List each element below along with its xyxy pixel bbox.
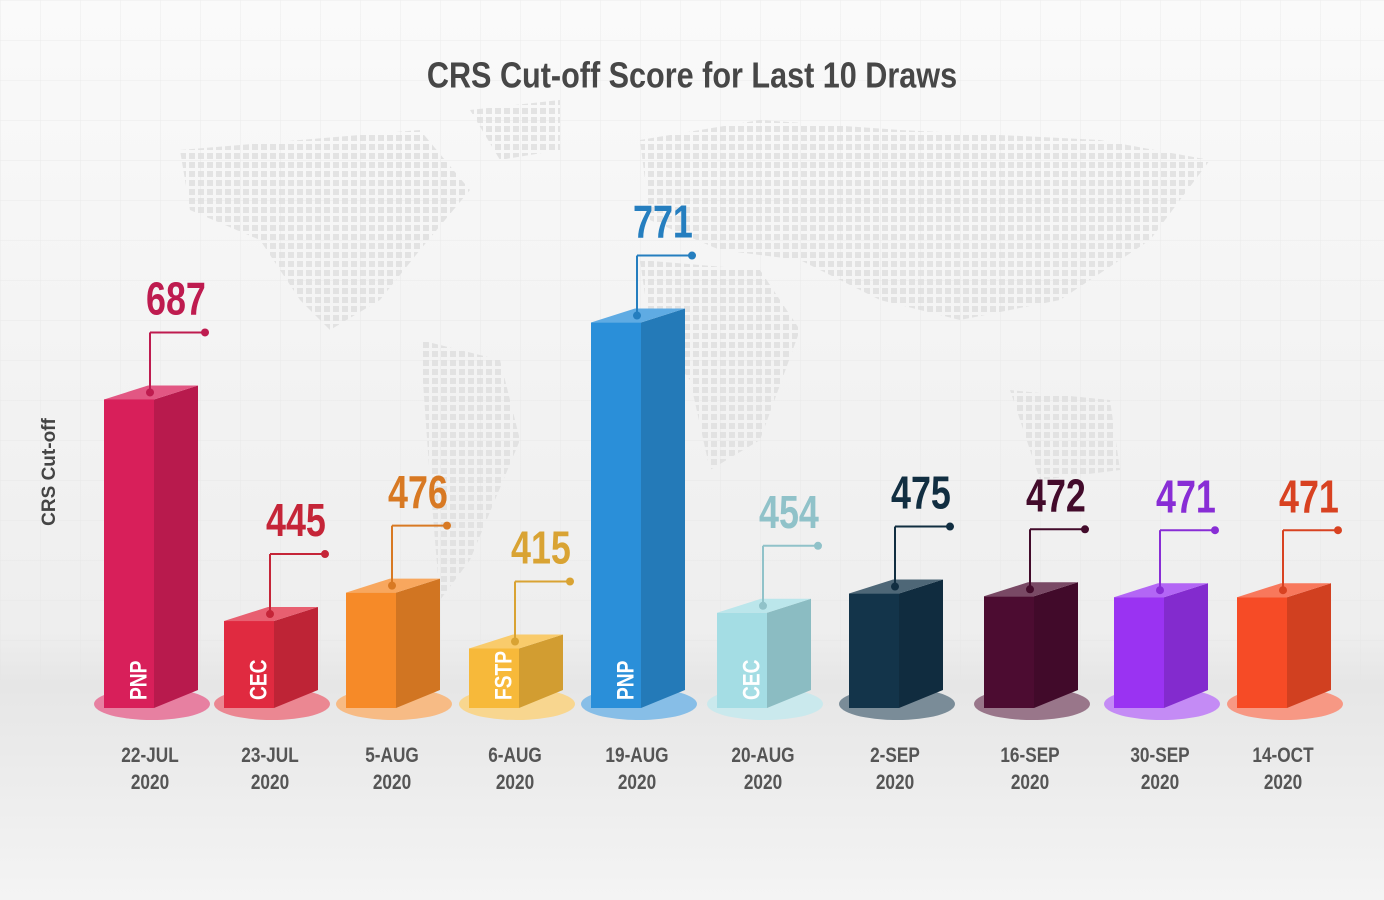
bar-side xyxy=(1164,583,1208,708)
value-label: 454 xyxy=(759,487,819,538)
connector-dot xyxy=(1156,586,1164,595)
bar xyxy=(104,399,154,708)
bar xyxy=(849,593,899,708)
x-tick-label: 14-OCT 2020 xyxy=(1252,744,1314,794)
chart-title: CRS Cut-off Score for Last 10 Draws xyxy=(427,56,957,96)
bar xyxy=(591,322,641,708)
connector-dot xyxy=(321,550,329,559)
connector-dot xyxy=(511,637,519,646)
connector-dot xyxy=(688,251,696,260)
value-label: 472 xyxy=(1026,470,1086,521)
bar xyxy=(346,592,396,708)
bar-side xyxy=(396,578,440,708)
bar xyxy=(984,596,1034,708)
connector-dot xyxy=(201,328,209,337)
bar-side xyxy=(767,598,811,708)
x-tick-label: 2-SEP 2020 xyxy=(870,744,920,794)
connector-dot xyxy=(946,522,954,531)
connector-dot xyxy=(759,601,767,610)
bar-side xyxy=(1287,583,1331,708)
bar-side xyxy=(1034,582,1078,708)
x-tick-label: 19-AUG 2020 xyxy=(605,744,669,794)
program-label: CEC xyxy=(244,659,272,700)
program-label: PNP xyxy=(611,661,639,700)
value-label: 445 xyxy=(266,495,326,546)
value-label: 771 xyxy=(633,196,693,247)
value-label: 475 xyxy=(891,467,951,518)
bar-side xyxy=(274,607,318,708)
connector-dot xyxy=(891,582,899,591)
value-label: 471 xyxy=(1279,471,1339,522)
x-tick-label: 6-AUG 2020 xyxy=(488,744,542,794)
bar-side xyxy=(154,385,198,708)
y-axis-label: CRS Cut-off xyxy=(39,418,60,526)
bar-side xyxy=(519,634,563,708)
bar xyxy=(1237,597,1287,708)
connector-dot xyxy=(566,577,574,586)
bar-side xyxy=(641,308,685,708)
x-tick-label: 22-JUL 2020 xyxy=(121,744,179,794)
connector-dot xyxy=(388,581,396,590)
program-label: FSTP xyxy=(489,651,517,700)
x-tick-label: 5-AUG 2020 xyxy=(365,744,419,794)
connector-dot xyxy=(1334,526,1342,535)
bar-side xyxy=(899,579,943,708)
value-label: 687 xyxy=(146,273,206,324)
connector-dot xyxy=(1081,525,1089,534)
bar xyxy=(1114,597,1164,708)
connector-dot xyxy=(146,388,154,397)
x-tick-label: 23-JUL 2020 xyxy=(241,744,299,794)
connector-dot xyxy=(1279,586,1287,595)
x-tick-label: 20-AUG 2020 xyxy=(731,744,795,794)
value-label: 476 xyxy=(388,467,448,518)
value-label: 471 xyxy=(1156,471,1216,522)
program-label: PNP xyxy=(124,661,152,700)
bar xyxy=(224,621,274,708)
x-tick-label: 16-SEP 2020 xyxy=(1000,744,1060,794)
value-label: 415 xyxy=(511,522,571,573)
program-label: CEC xyxy=(737,659,765,700)
x-tick-label: 30-SEP 2020 xyxy=(1130,744,1190,794)
connector-dot xyxy=(266,610,274,619)
connector-dot xyxy=(1026,585,1034,594)
bar xyxy=(717,612,767,708)
connector-dot xyxy=(443,521,451,530)
connector-dot xyxy=(633,311,641,320)
bar xyxy=(469,648,519,708)
connector-dot xyxy=(814,541,822,550)
connector-dot xyxy=(1211,526,1219,535)
